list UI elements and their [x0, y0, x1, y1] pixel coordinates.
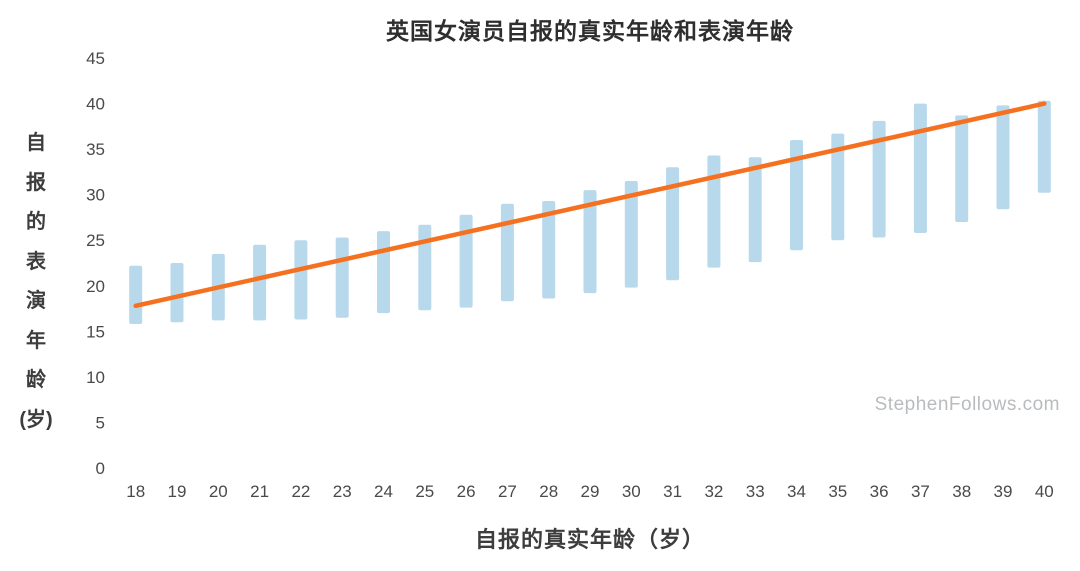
x-tick-label: 31	[663, 482, 682, 501]
y-tick-label: 30	[86, 186, 105, 205]
y-axis-title-char: 自	[26, 132, 46, 154]
range-bar	[170, 263, 184, 323]
x-tick-label: 25	[415, 482, 434, 501]
x-tick-label: 28	[539, 482, 558, 501]
range-bar	[872, 120, 886, 238]
x-tick-label: 38	[952, 482, 971, 501]
range-bar	[335, 237, 349, 318]
range-bar	[1037, 100, 1051, 193]
range-bar	[624, 181, 638, 288]
x-axis-title: 自报的真实年龄（岁）	[474, 527, 705, 552]
range-bar	[996, 105, 1010, 210]
x-tick-label: 21	[250, 482, 269, 501]
range-bar	[129, 265, 143, 324]
y-axis-title-char: 报	[26, 171, 46, 194]
x-tick-label: 19	[168, 482, 187, 501]
y-tick-label: 45	[86, 49, 105, 68]
x-tick-label: 34	[787, 482, 806, 501]
range-bar	[253, 244, 267, 321]
range-bar	[583, 190, 597, 294]
range-bar	[294, 240, 308, 320]
y-tick-label: 20	[86, 277, 105, 296]
chart-title: 英国女演员自报的真实年龄和表演年龄	[386, 18, 794, 44]
x-tick-label: 27	[498, 482, 517, 501]
range-bar	[377, 231, 390, 314]
y-tick-label: 35	[86, 140, 105, 159]
x-tick-label: 29	[581, 482, 600, 501]
range-bar	[790, 140, 803, 251]
range-bar	[831, 133, 845, 241]
y-tick-label: 0	[96, 459, 105, 478]
range-bar	[748, 157, 762, 263]
x-tick-label: 37	[911, 482, 930, 501]
y-axis-title-char: 龄	[26, 369, 46, 391]
range-bar	[500, 203, 514, 302]
x-tick-label: 30	[622, 482, 641, 501]
x-tick-label: 33	[746, 482, 765, 501]
range-bar	[913, 103, 927, 233]
y-axis-title-char: 表	[26, 250, 46, 273]
x-tick-label: 40	[1035, 482, 1054, 501]
range-bar	[418, 224, 432, 311]
range-bar	[707, 155, 721, 268]
y-tick-label: 10	[86, 368, 105, 387]
x-tick-label: 22	[291, 482, 310, 501]
x-tick-label: 32	[704, 482, 723, 501]
y-axis-title: 自报的表演年龄 (岁)	[8, 124, 64, 440]
y-axis-title-char: (岁)	[19, 408, 53, 431]
x-tick-label: 20	[209, 482, 228, 501]
y-axis-title-char: 年	[26, 329, 46, 352]
trend-line	[133, 101, 1047, 309]
x-tick-label: 26	[457, 482, 476, 501]
x-tick-label: 35	[828, 482, 847, 501]
y-tick-label: 40	[86, 95, 105, 114]
watermark: StephenFollows.com	[874, 394, 1060, 415]
range-bar	[955, 115, 969, 222]
y-tick-label: 5	[96, 413, 105, 432]
range-bar	[459, 214, 473, 308]
range-bar	[542, 201, 556, 299]
x-tick-label: 24	[374, 482, 393, 501]
x-tick-label: 36	[870, 482, 889, 501]
y-axis-title-char: 的	[26, 211, 46, 233]
y-tick-label: 25	[86, 231, 105, 250]
x-tick-label: 23	[333, 482, 352, 501]
y-axis-title-char: 演	[26, 290, 46, 312]
x-tick-label: 39	[994, 482, 1013, 501]
y-tick-label: 15	[86, 322, 105, 341]
range-bar	[666, 167, 680, 281]
x-tick-label: 18	[126, 482, 145, 501]
